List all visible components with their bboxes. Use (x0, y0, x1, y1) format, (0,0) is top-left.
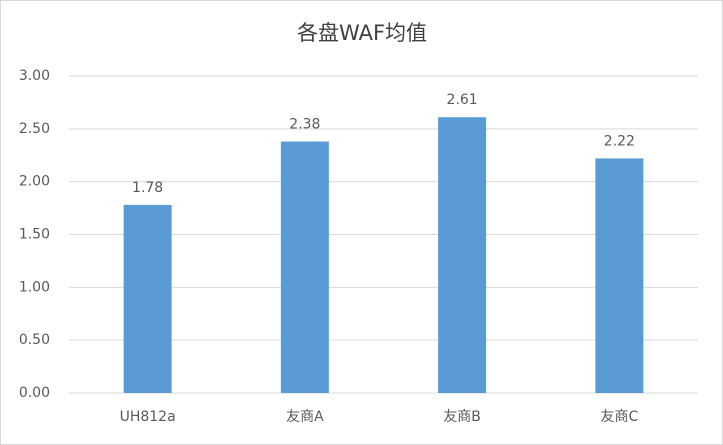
data-label: 2.61 (447, 92, 478, 108)
y-tick-label: 0.00 (19, 385, 50, 401)
chart-title: 各盘WAF均值 (297, 21, 427, 45)
data-label: 1.78 (132, 180, 163, 196)
data-label: 2.38 (289, 117, 320, 133)
y-tick-label: 2.50 (19, 121, 50, 137)
bar (438, 117, 487, 394)
y-tick-label: 3.00 (19, 68, 50, 84)
bar (595, 158, 644, 393)
y-tick-label: 0.50 (19, 332, 50, 348)
x-tick-label: 友商B (443, 409, 481, 425)
x-tick-label: 友商A (286, 409, 324, 425)
y-tick-label: 1.00 (19, 279, 50, 295)
y-tick-label: 2.00 (19, 174, 50, 190)
bar (280, 141, 329, 393)
data-label: 2.22 (604, 133, 635, 149)
x-tick-label: 友商C (600, 409, 638, 425)
bar (123, 204, 172, 393)
y-tick-label: 1.50 (19, 227, 50, 243)
x-tick-label: UH812a (120, 409, 176, 425)
